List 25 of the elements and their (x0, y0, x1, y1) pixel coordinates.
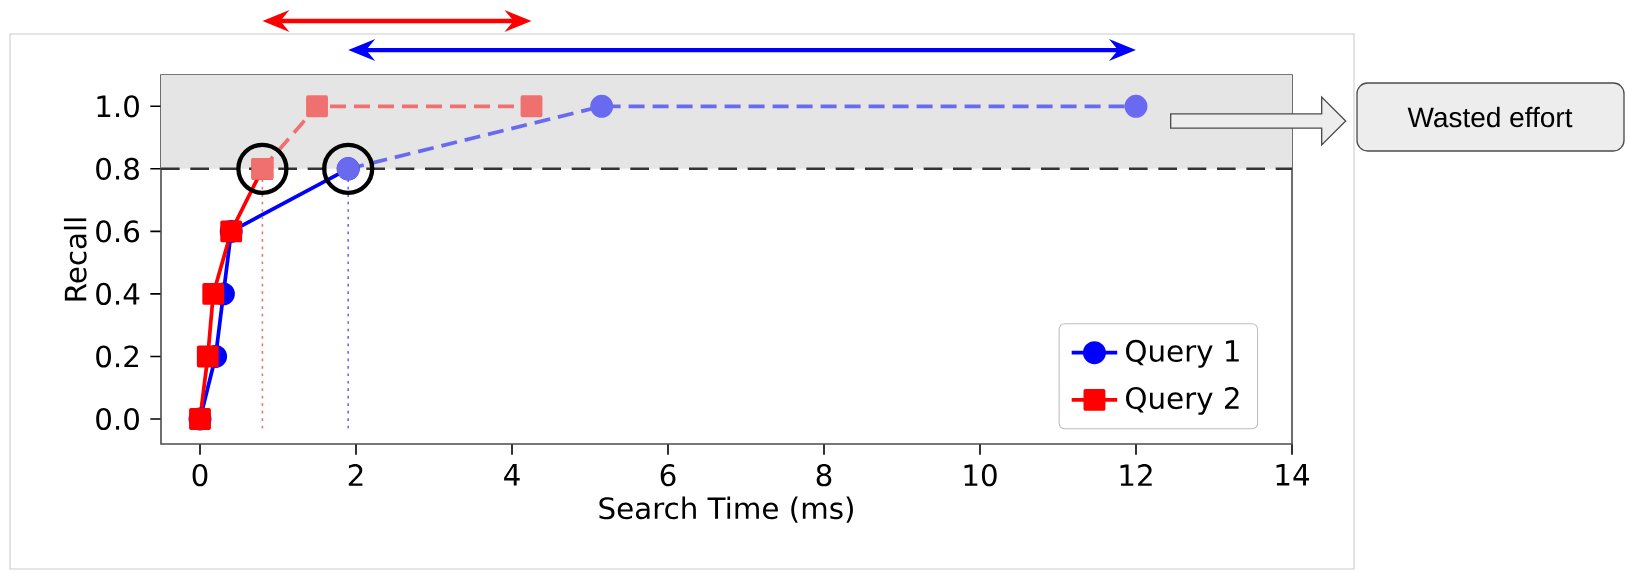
y-tick-label: 1.0 (97, 95, 139, 118)
x-tick-label: 6 (660, 464, 676, 487)
point (196, 345, 219, 368)
y-tick-label: 0.2 (96, 345, 138, 368)
x-tick-label: 0 (192, 464, 208, 487)
y-tick-label: 0.6 (96, 220, 140, 243)
y-tick-label: 0.8 (96, 157, 139, 180)
legend-label: Query 2 (1126, 386, 1239, 415)
point (590, 94, 614, 118)
x-tick-label: 10 (964, 464, 997, 487)
x-tick-label: 4 (504, 464, 520, 486)
point (1124, 94, 1148, 118)
x-tick-label: 8 (816, 464, 832, 487)
point (306, 95, 328, 118)
y-tick-label: 0.0 (96, 407, 139, 431)
text: Wasted effort (1407, 106, 1573, 128)
x-tick-label: 14 (1276, 464, 1310, 486)
x-axis-title: Search Time (ms) (599, 496, 853, 523)
x-tick-label: 12 (1120, 464, 1152, 486)
y-axis-title: Recall (63, 218, 87, 301)
legend-label: Query 1 (1126, 339, 1239, 368)
y-tick-label: 0.4 (96, 282, 140, 305)
point (520, 95, 543, 118)
point (202, 282, 225, 305)
x-tick-label: 2 (348, 464, 363, 486)
